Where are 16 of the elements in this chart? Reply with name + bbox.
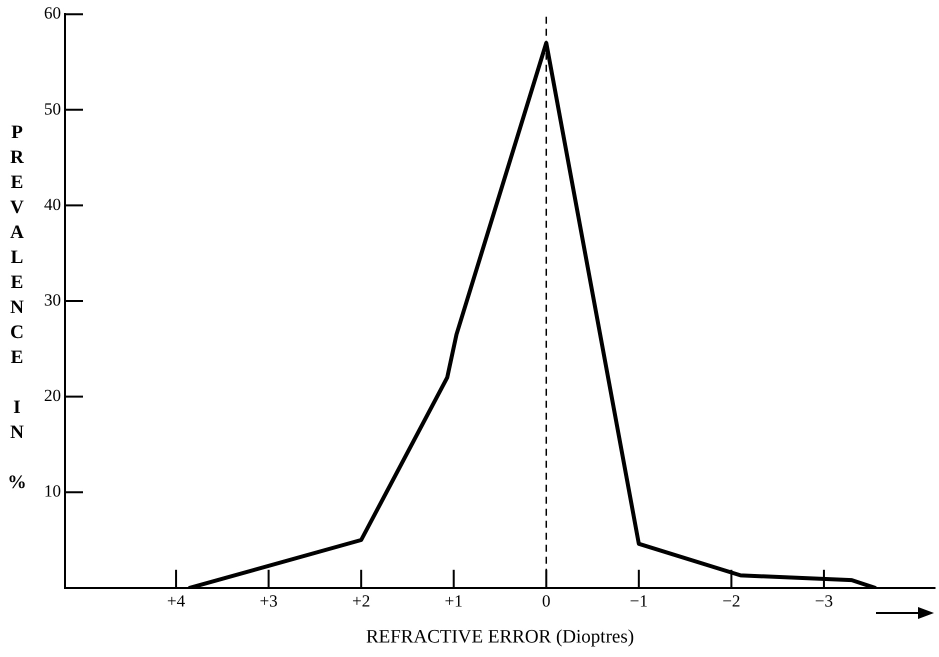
x-tick-label: +1 xyxy=(444,591,463,610)
x-axis-title: REFRACTIVE ERROR (Dioptres) xyxy=(366,626,634,648)
x-tick-label: +4 xyxy=(167,591,186,610)
y-tick-label: 60 xyxy=(44,4,61,23)
y-tick-label: 10 xyxy=(44,482,61,501)
x-tick-label: 0 xyxy=(542,591,551,610)
x-tick-label: +3 xyxy=(260,591,278,610)
y-tick-label: 20 xyxy=(44,386,61,406)
x-tick-label: −2 xyxy=(722,591,740,610)
x-tick-label: −3 xyxy=(814,591,833,610)
y-tick-label: 50 xyxy=(44,99,61,118)
y-tick-label: 40 xyxy=(44,194,61,214)
y-tick-label: 30 xyxy=(44,290,61,310)
x-tick-label: −1 xyxy=(630,591,648,610)
text: PREVALENCE IN % xyxy=(8,122,26,493)
x-tick-label: +2 xyxy=(352,591,370,610)
